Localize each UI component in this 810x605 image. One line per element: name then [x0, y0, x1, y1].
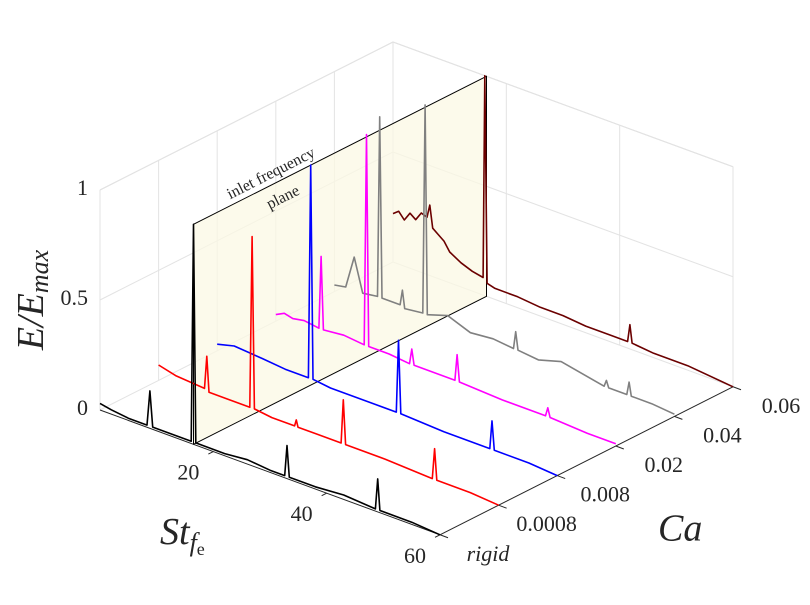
- x-tick-label: 40: [291, 501, 313, 526]
- x-axis-label: Stfe: [160, 511, 205, 559]
- tick-mark: [498, 504, 507, 509]
- inlet-plane: [193, 75, 487, 446]
- spectrum-line: [275, 133, 617, 445]
- y-label-main: E/E: [10, 293, 52, 351]
- tick-mark: [321, 492, 327, 497]
- x-label-main: St: [160, 511, 191, 553]
- ca-tick-label: 0.06: [762, 393, 801, 418]
- z-tick-label: 0: [77, 395, 88, 420]
- tick-mark: [674, 415, 683, 420]
- spectrum-line: [217, 164, 558, 477]
- tick-mark: [439, 534, 449, 539]
- tick-mark: [732, 386, 742, 391]
- st-axis: [99, 409, 441, 536]
- z-tick-label: 0.5: [61, 285, 89, 310]
- z-axis-label: Ca: [658, 508, 702, 550]
- x-tick-label: 20: [177, 460, 199, 485]
- ca-tick-label: rigid: [467, 541, 511, 566]
- ca-axis: [439, 386, 734, 536]
- x-label-sub: f: [190, 528, 201, 557]
- x-tick-label: 60: [404, 543, 426, 568]
- ca-tick-label: 0.04: [703, 422, 742, 447]
- y-axis-label: E/Emax: [10, 249, 54, 351]
- tick-mark: [557, 475, 566, 480]
- spectrum-line: [392, 74, 734, 388]
- ca-tick-label: 0.02: [645, 452, 684, 477]
- z-tick-label: 1: [77, 175, 88, 200]
- grid-line: [99, 41, 394, 191]
- ca-tick-label: 0.0008: [516, 511, 577, 536]
- ca-tick-label: 0.008: [580, 482, 630, 507]
- spectrum-line: [99, 223, 441, 536]
- tick-mark: [208, 451, 214, 455]
- spectrum-line: [334, 104, 675, 415]
- spectrum-line: [158, 235, 499, 506]
- tick-mark: [615, 445, 624, 450]
- x-label-subsub: e: [197, 539, 205, 559]
- y-label-sub: max: [25, 249, 54, 293]
- grid-line: [392, 41, 734, 168]
